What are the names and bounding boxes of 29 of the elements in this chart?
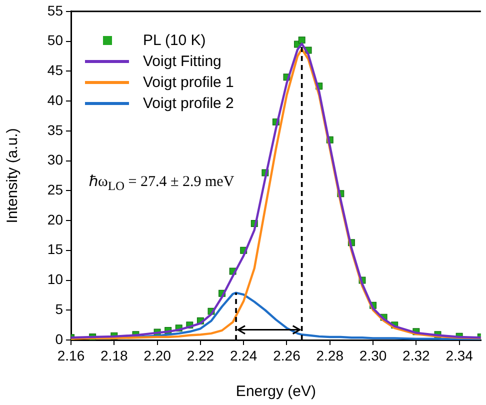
x-tick-label: 2.26 [273,347,301,364]
x-tick-label: 2.24 [230,347,258,364]
x-tick-label: 2.20 [144,347,172,364]
x-axis-title: Energy (eV) [236,383,316,400]
y-tick-label: 45 [47,62,64,78]
y-tick-label: 30 [47,152,64,168]
y-tick-label: 55 [47,2,64,18]
legend-label: Voigt Fitting [143,53,222,70]
x-tick-label: 2.32 [402,347,430,364]
legend-label: Voigt profile 1 [143,74,234,91]
x-tick-label: 2.28 [316,347,344,364]
legend-label: Voigt profile 2 [143,95,234,112]
y-tick-label: 15 [47,241,64,258]
y-tick-label: 0 [55,330,64,347]
x-tick-label: 2.34 [446,347,474,364]
x-tick-label: 2.18 [100,347,128,364]
y-axis-title: Intensity (a.u.) [4,128,22,224]
x-tick-label: 2.30 [359,347,387,364]
y-tick-label: 50 [47,32,64,48]
y-tick-label: 5 [55,300,64,317]
y-tick-label: 10 [47,271,64,288]
annotation: ℏω$_{LO}$ = 27.4 ± 2.9 meV [89,173,234,194]
y-tick-label: 35 [47,122,64,138]
y-tick-label: 20 [47,211,64,228]
legend-label: PL (10 K) [143,32,206,49]
y-tick-label: 25 [47,181,64,198]
x-tick-label: 2.22 [186,347,214,364]
y-tick-label: 40 [47,92,64,108]
x-tick-label: 2.16 [57,347,85,364]
